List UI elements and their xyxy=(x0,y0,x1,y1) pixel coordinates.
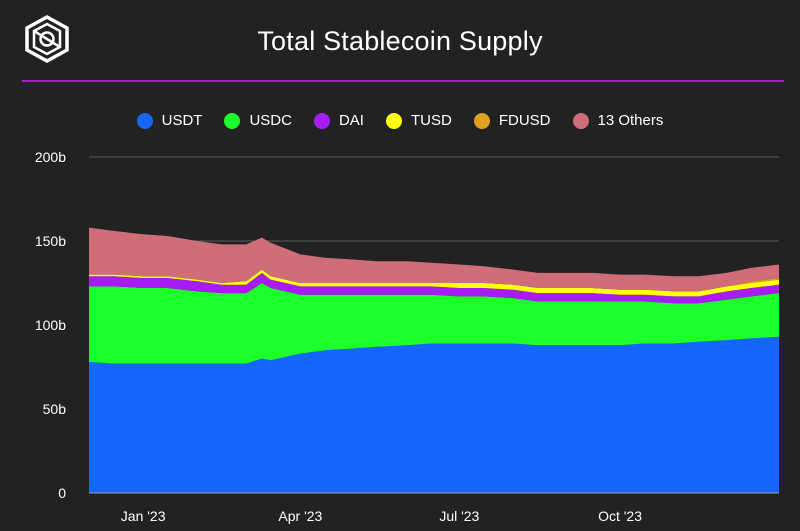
legend-swatch xyxy=(224,112,241,129)
area-series-dai[interactable] xyxy=(89,272,779,304)
legend-swatch xyxy=(572,112,589,129)
x-tick-label: Apr '23 xyxy=(278,508,322,524)
legend-swatch xyxy=(473,112,490,129)
legend-item[interactable]: USDT xyxy=(136,112,203,129)
legend-swatch xyxy=(385,112,402,129)
chart-legend: USDT USDC DAI TUSD FDUSD 13 Others xyxy=(0,112,800,129)
y-tick-label: 0 xyxy=(58,485,66,501)
y-tick-label: 150b xyxy=(35,233,66,249)
legend-item[interactable]: TUSD xyxy=(385,112,452,129)
y-tick-label: 200b xyxy=(35,149,66,165)
title-divider xyxy=(22,80,784,82)
x-tick-label: Jul '23 xyxy=(439,508,479,524)
legend-label: 13 Others xyxy=(597,112,664,129)
x-tick-label: Jan '23 xyxy=(121,508,166,524)
legend-label: TUSD xyxy=(410,112,452,129)
legend-swatch xyxy=(136,112,153,129)
y-tick-label: 100b xyxy=(35,317,66,333)
legend-item[interactable]: DAI xyxy=(313,112,364,129)
area-series-13-others[interactable] xyxy=(89,227,779,292)
page-title: Total Stablecoin Supply xyxy=(257,26,543,56)
legend-label: USDT xyxy=(161,112,203,129)
x-tick-label: Oct '23 xyxy=(598,508,642,524)
area-series-usdc[interactable] xyxy=(89,283,779,364)
legend-label: DAI xyxy=(338,112,364,129)
legend-item[interactable]: 13 Others xyxy=(572,112,664,129)
y-tick-label: 50b xyxy=(43,401,67,417)
legend-label: USDC xyxy=(249,112,292,129)
the-block-logo-icon xyxy=(25,15,69,63)
legend-label: FDUSD xyxy=(498,112,551,129)
legend-item[interactable]: USDC xyxy=(224,112,292,129)
area-series-usdt[interactable] xyxy=(89,336,779,493)
legend-item[interactable]: FDUSD xyxy=(473,112,551,129)
legend-swatch xyxy=(313,112,330,129)
